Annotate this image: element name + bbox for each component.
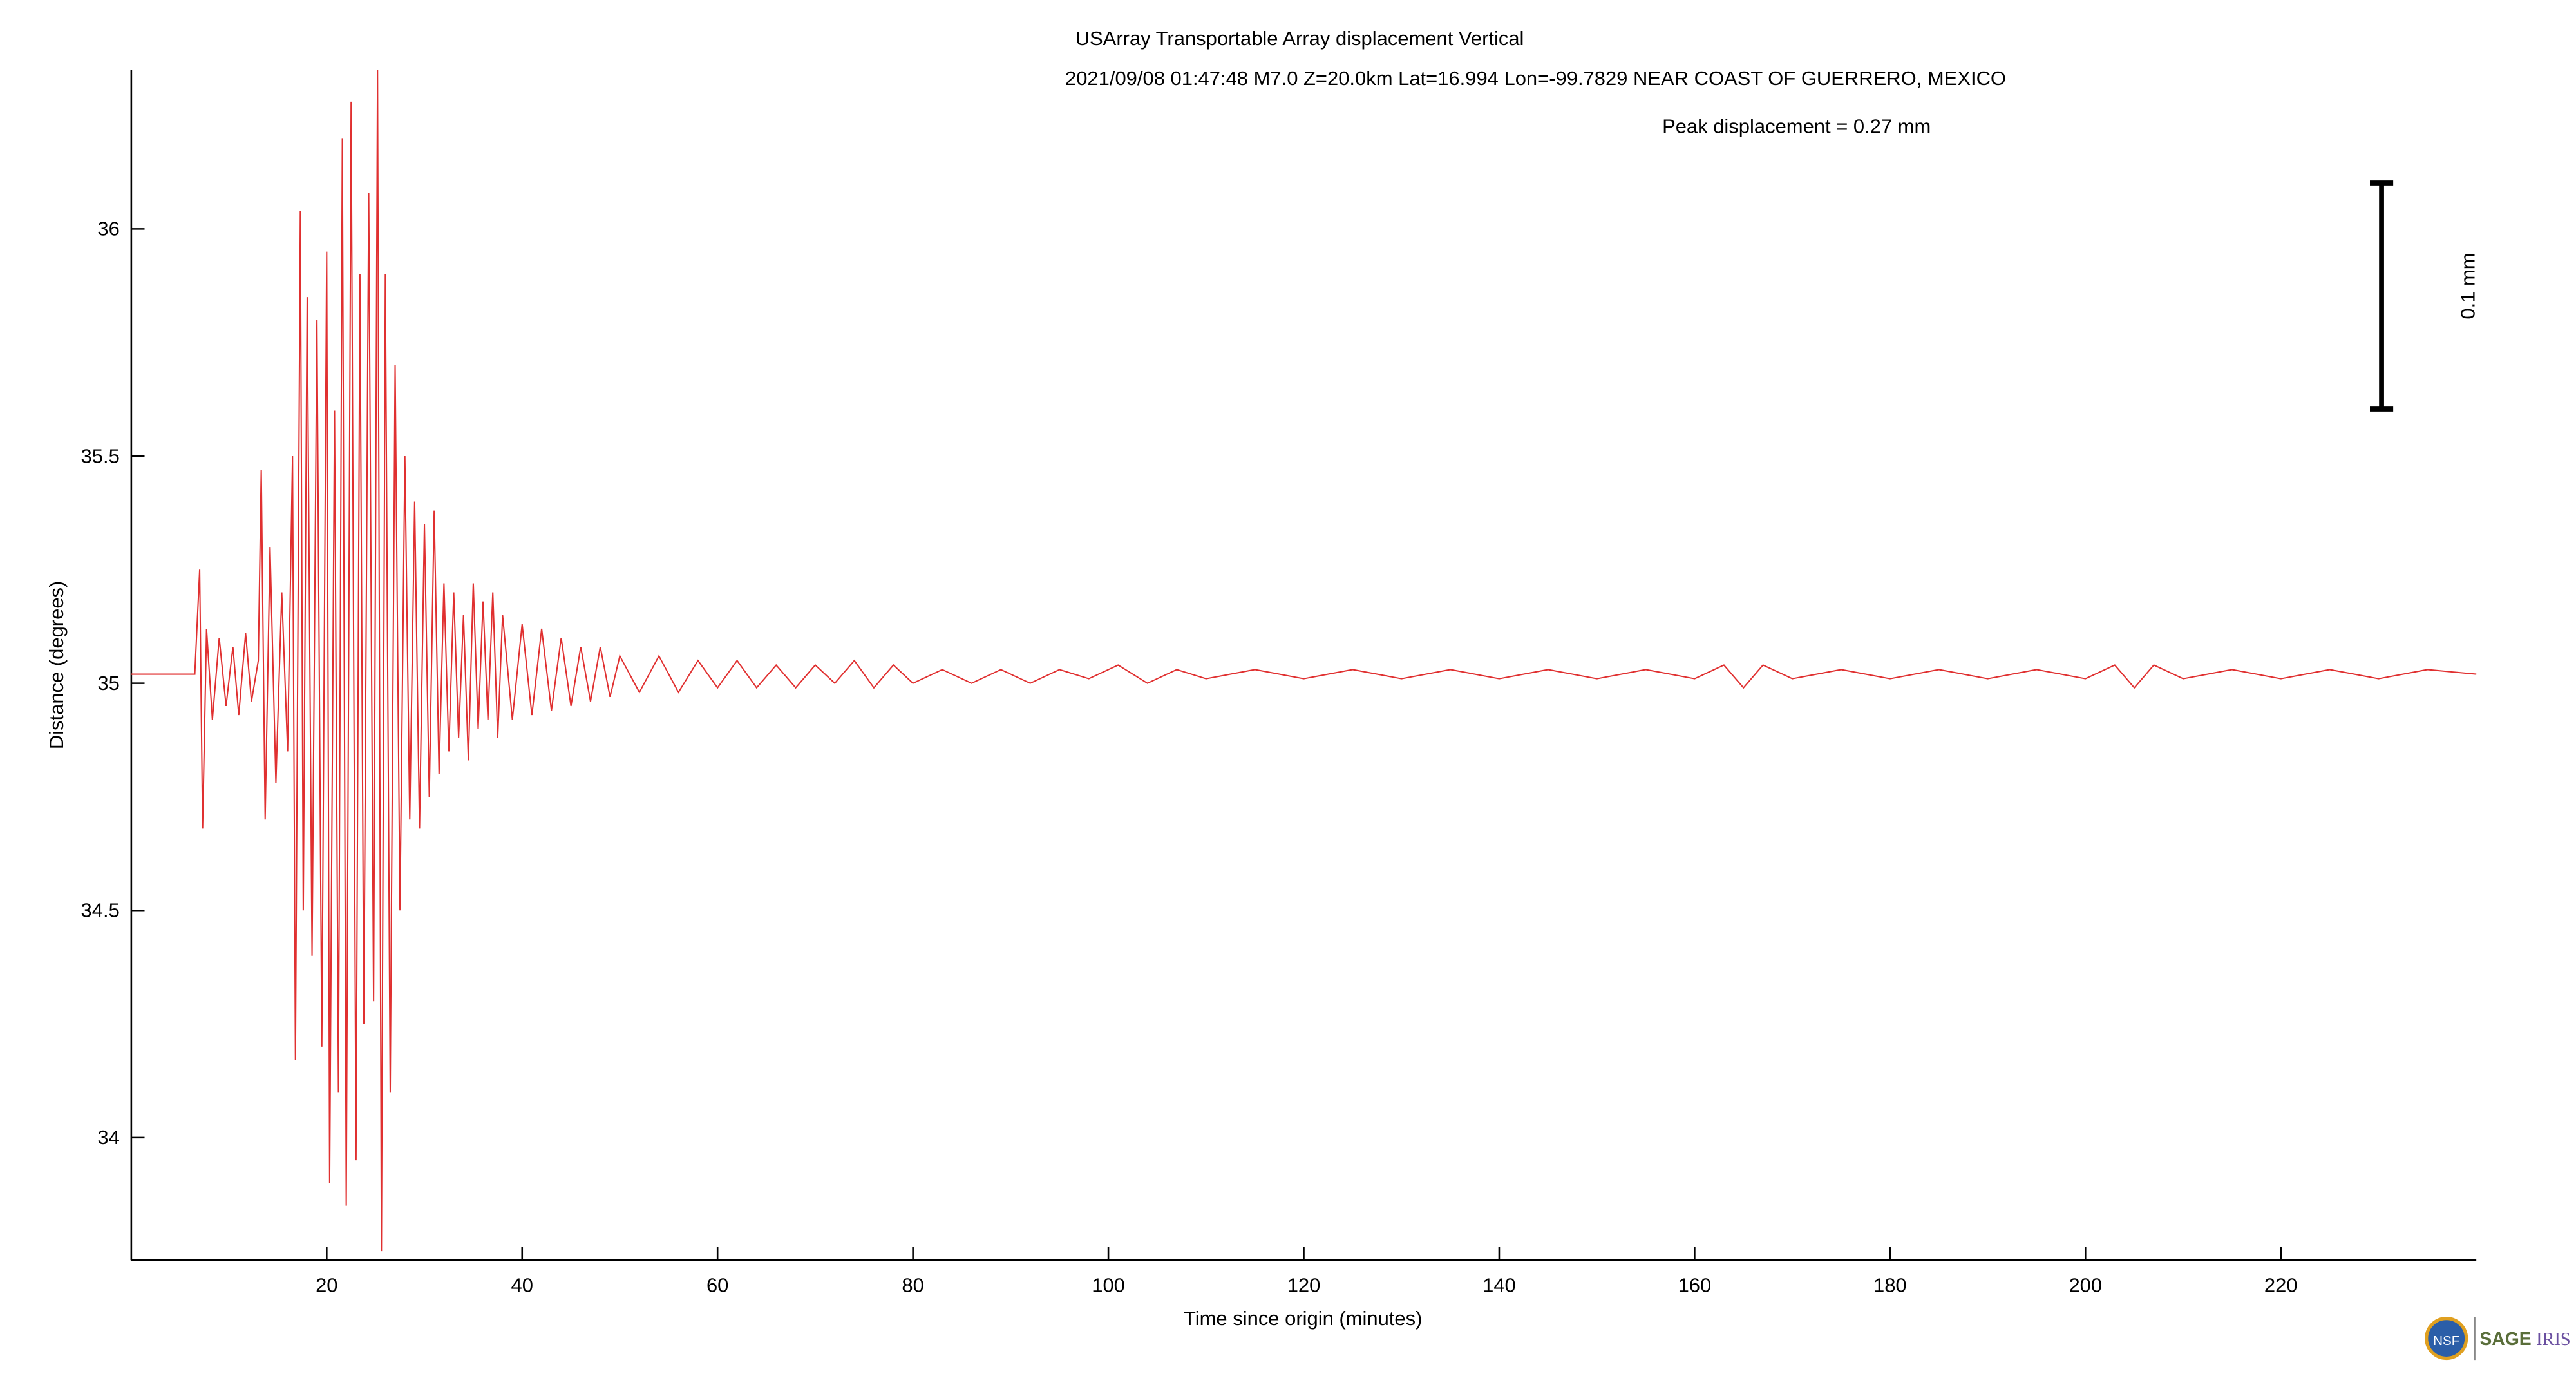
x-tick-label: 20: [316, 1274, 337, 1296]
x-tick-label: 120: [1287, 1274, 1321, 1296]
x-axis-label: Time since origin (minutes): [1184, 1307, 1422, 1330]
x-tick-label: 80: [902, 1274, 923, 1296]
x-tick-label: 180: [1873, 1274, 1907, 1296]
y-tick-label: 34: [97, 1126, 119, 1149]
x-tick-label: 60: [706, 1274, 728, 1296]
y-tick-label: 35: [97, 672, 119, 694]
scale-bar: [2370, 180, 2394, 412]
y-tick-label: 35.5: [81, 444, 120, 467]
y-tick-label: 36: [97, 218, 119, 240]
x-tick-label: 200: [2069, 1274, 2102, 1296]
chart-title: USArray Transportable Array displacement…: [1075, 27, 1524, 50]
x-tick-label: 40: [511, 1274, 533, 1296]
logo-badge: [2425, 1317, 2468, 1361]
logo-sage: SAGE: [2479, 1329, 2531, 1350]
logo-nsf: NSF: [2433, 1333, 2459, 1348]
x-tick-label: 140: [1482, 1274, 1516, 1296]
peak-annotation: Peak displacement = 0.27 mm: [1662, 115, 1931, 138]
trace: [131, 70, 2477, 1252]
logo: NSF SAGE IRIS: [2425, 1317, 2571, 1361]
y-axis-label: Distance (degrees): [45, 581, 68, 749]
x-tick-label: 100: [1092, 1274, 1125, 1296]
x-tick-label: 220: [2264, 1274, 2298, 1296]
y-tick-label: 34.5: [81, 899, 120, 922]
chart-subtitle: 2021/09/08 01:47:48 M7.0 Z=20.0km Lat=16…: [1065, 67, 2006, 90]
scale-label: 0.1 mm: [2457, 253, 2479, 319]
x-tick-label: 160: [1678, 1274, 1712, 1296]
logo-iris: IRIS: [2536, 1330, 2571, 1350]
